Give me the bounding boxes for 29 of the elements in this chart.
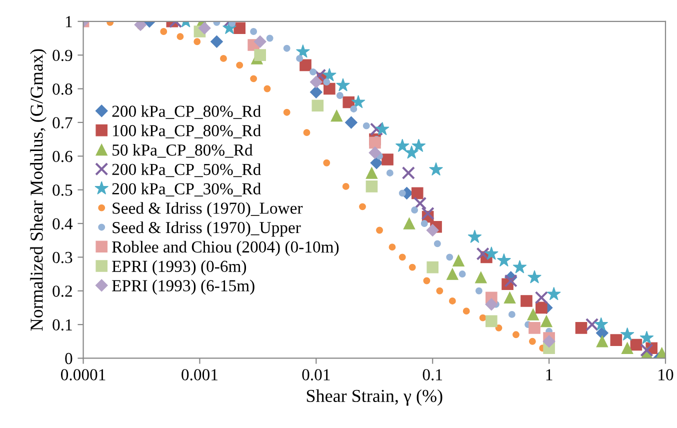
y-tick-label: 0 bbox=[65, 352, 72, 364]
legend-label: 200 kPa_CP_50%_Rd bbox=[112, 163, 261, 178]
y-axis-title: Normalized Shear Modulus, (G/Gmax) bbox=[30, 49, 46, 331]
x-tick-label: 1 bbox=[546, 369, 552, 380]
legend-label: 200 kPa_CP_30%_Rd bbox=[112, 182, 261, 196]
y-tick-label: 0.8 bbox=[52, 83, 72, 95]
x-tick-label: 10 bbox=[658, 369, 674, 380]
x-tick-label: 0.01 bbox=[302, 369, 330, 380]
x-tick-label: 0.001 bbox=[182, 369, 218, 380]
legend-label: 100 kPa_CP_80%_Rd bbox=[113, 124, 261, 138]
y-tick-label: 0.1 bbox=[52, 319, 72, 331]
x-tick-label: 0.1 bbox=[422, 369, 442, 380]
y-tick-label: 1 bbox=[66, 16, 72, 28]
legend-label: Seed & Idriss (1970)_Lower bbox=[112, 202, 303, 218]
y-tick-label: 0.9 bbox=[52, 50, 72, 62]
y-tick-label: 0.7 bbox=[52, 117, 72, 128]
x-axis-title: Shear Strain, γ (%) bbox=[306, 389, 442, 406]
legend-label: Seed & Idriss (1970)_Upper bbox=[112, 221, 301, 237]
y-tick-label: 0.3 bbox=[52, 252, 72, 264]
y-tick-label: 0.4 bbox=[52, 218, 73, 230]
legend-label: EPRI (1993) (6-15m) bbox=[112, 280, 254, 295]
y-tick-label: 0.6 bbox=[52, 150, 72, 162]
legend-label: Roblee and Chiou (2004) (0-10m) bbox=[112, 240, 339, 256]
y-tick-label: 0.2 bbox=[52, 286, 72, 297]
legend-label: EPRI (1993) (0-6m) bbox=[112, 260, 246, 276]
legend-label: 50 kPa_CP_80%_Rd bbox=[112, 144, 253, 158]
legend-label: 200 kPa_CP_80%_Rd bbox=[112, 105, 261, 119]
x-tick-label: 0.0001 bbox=[60, 369, 106, 380]
y-tick-label: 0.5 bbox=[52, 184, 72, 196]
